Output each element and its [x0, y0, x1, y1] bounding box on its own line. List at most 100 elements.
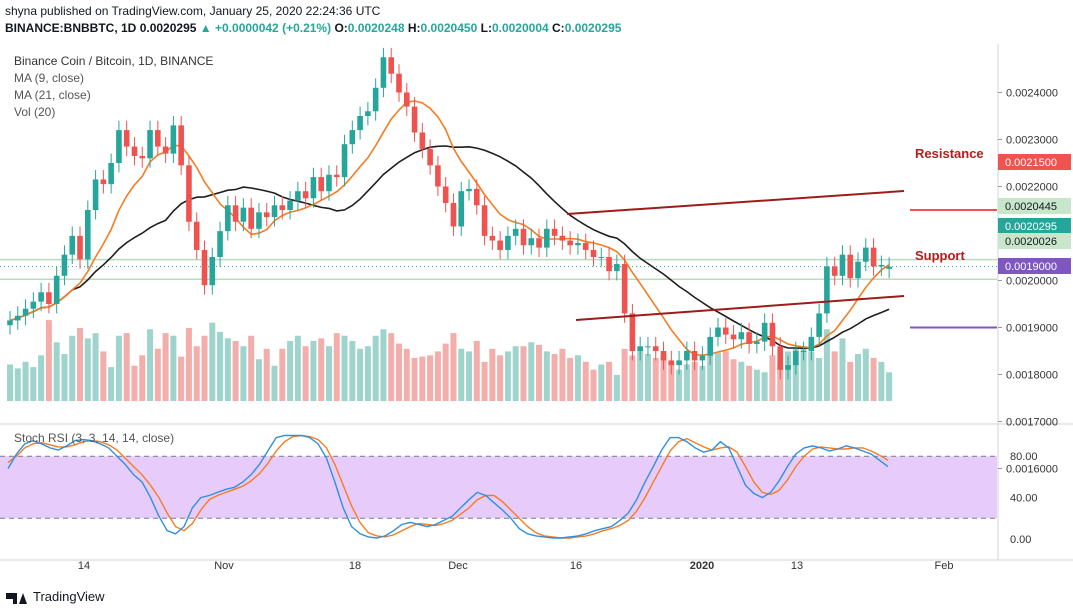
volume-bar — [582, 361, 589, 401]
candle-body — [201, 249, 208, 286]
volume-bar — [14, 368, 21, 401]
volume-bar — [652, 357, 659, 401]
volume-bar — [761, 372, 768, 401]
candle-body — [855, 261, 861, 279]
volume-bar — [722, 351, 729, 401]
price-chart[interactable]: 0.00240000.00230000.00220000.00210000.00… — [0, 40, 1073, 580]
candle-body — [349, 130, 356, 145]
candle-body — [474, 188, 480, 206]
volume-bar — [621, 348, 628, 401]
candle-body — [466, 188, 472, 192]
volume-bar — [411, 357, 418, 401]
tradingview-footer[interactable]: TradingView — [6, 589, 105, 604]
low-value: 0.0020004 — [491, 21, 549, 35]
candle-body — [824, 266, 830, 314]
candle-body — [715, 327, 721, 337]
time-tick-label: 2020 — [690, 560, 714, 572]
candle-body — [85, 210, 91, 260]
candle-body — [442, 186, 449, 203]
candle-body — [108, 163, 114, 185]
candle-body — [450, 202, 457, 227]
rsi-tick-label: 80.00 — [1010, 451, 1038, 463]
volume-bar — [224, 338, 231, 401]
candle-body — [738, 332, 745, 340]
price-tick-label: 0.0019000 — [1006, 323, 1058, 335]
candle-body — [637, 346, 643, 351]
volume-bar — [403, 348, 410, 401]
candle-body — [7, 320, 13, 326]
volume-bar — [839, 338, 846, 401]
candle-body — [209, 257, 216, 286]
candle-body — [676, 360, 682, 366]
candle-body — [116, 130, 122, 163]
price-tick-label: 0.0016000 — [1006, 464, 1058, 476]
volume-bar — [310, 340, 317, 401]
candle-body — [707, 336, 713, 356]
volume-bar — [668, 361, 675, 401]
candle-body — [536, 238, 542, 248]
volume-bar — [753, 369, 760, 401]
price-tick-label: 0.0017000 — [1006, 417, 1058, 429]
volume-bar — [263, 348, 270, 401]
candle-body — [92, 179, 99, 210]
candle-body — [53, 275, 60, 304]
volume-bar — [45, 320, 52, 401]
price-axis-tag — [998, 218, 1071, 234]
candle-body — [38, 292, 44, 302]
publish-info: shyna published on TradingView.com, Janu… — [5, 4, 381, 18]
price-axis-tag — [998, 233, 1071, 249]
candle-body — [559, 235, 566, 241]
tradingview-logo-icon — [6, 590, 28, 604]
candle-body — [792, 351, 799, 366]
candle-body — [544, 228, 550, 248]
volume-bar — [707, 354, 714, 401]
volume-bar — [862, 348, 869, 401]
volume-bar — [855, 354, 862, 401]
volume-bar — [279, 348, 286, 401]
price-tick-label: 0.0020000 — [1006, 276, 1058, 288]
candle-body — [606, 257, 612, 272]
candle-body — [520, 228, 527, 246]
ma9-line — [9, 100, 890, 357]
price-axis-tag-label: 0.0019000 — [1005, 261, 1057, 273]
price-axis-tag — [998, 154, 1071, 170]
candle-body — [808, 336, 815, 351]
candle-body — [248, 207, 254, 229]
candle-body — [777, 346, 784, 370]
candle-body — [256, 212, 262, 229]
volume-bar — [481, 361, 488, 401]
candle-body — [396, 73, 402, 93]
volume-bar — [69, 335, 76, 401]
candle-body — [512, 228, 519, 236]
price-tick-label: 0.0024000 — [1006, 88, 1058, 100]
volume-bar — [629, 355, 636, 401]
volume-bar — [574, 355, 581, 401]
candle-body — [722, 327, 729, 335]
candle-body — [497, 240, 503, 250]
volume-bar — [185, 327, 192, 401]
stoch-rsi-label: Stoch RSI (3, 3, 14, 14, close) — [14, 431, 175, 445]
volume-bar — [325, 346, 332, 401]
volume-bar — [100, 351, 107, 401]
candle-body — [684, 351, 690, 361]
volume-bar — [364, 346, 371, 401]
volume-bar — [800, 346, 807, 401]
volume-bar — [380, 329, 387, 401]
rsi-d-line — [7, 434, 889, 539]
candle-body — [668, 360, 675, 366]
candle-body — [699, 355, 706, 361]
price-axis-tag-label: 0.0020026 — [1005, 236, 1057, 248]
candle-body — [691, 351, 698, 361]
candle-body — [645, 346, 651, 348]
candle-body — [831, 266, 838, 276]
candle-body — [435, 165, 441, 187]
rsi-tick-label: 0.00 — [1010, 534, 1031, 546]
volume-bar — [232, 340, 239, 401]
volume-bar — [637, 348, 644, 401]
volume-bar — [388, 333, 395, 401]
time-tick-label: Feb — [935, 560, 954, 572]
candle-body — [427, 148, 433, 166]
volume-bar — [504, 351, 511, 401]
legend-volume: Vol (20) — [14, 105, 56, 119]
volume-bar — [201, 335, 208, 401]
